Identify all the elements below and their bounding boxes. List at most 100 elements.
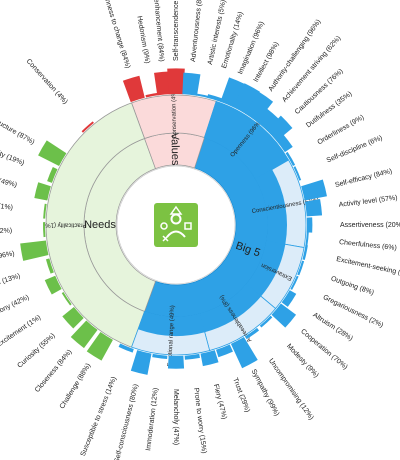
trait-bar[interactable]	[184, 353, 200, 360]
logo-figure-body-icon	[166, 230, 186, 238]
trait-bar[interactable]	[152, 353, 168, 359]
center-logo	[154, 203, 198, 247]
trait-label: Excitement-seeking (9%)	[336, 256, 400, 279]
trait-bar[interactable]	[34, 182, 51, 201]
trait-label: Harmony (42%)	[0, 294, 30, 322]
trait-bar[interactable]	[154, 71, 172, 96]
trait-label: Emotionality (14%)	[221, 11, 245, 69]
trait-label: Trust (29%)	[231, 377, 251, 413]
trait-bar[interactable]	[232, 83, 260, 115]
trait-bar[interactable]	[130, 350, 152, 375]
trait-bar[interactable]	[167, 68, 185, 95]
trait-bar[interactable]	[43, 203, 47, 219]
trait-label: Self-transcendence (95%)	[173, 0, 180, 61]
trait-bar[interactable]	[86, 332, 113, 361]
trait-label: Modesty (9%)	[285, 343, 320, 379]
trait-bar[interactable]	[305, 231, 309, 247]
trait-label: Closeness (84%)	[34, 349, 74, 394]
trait-bar[interactable]	[230, 337, 258, 369]
logo-triangle-icon	[169, 205, 183, 215]
trait-label: Self-consciousness (80%)	[114, 383, 140, 460]
trait-bar[interactable]	[244, 327, 260, 340]
trait-label: Sympathy (99%)	[250, 368, 280, 417]
logo-square-icon	[184, 222, 192, 230]
trait-bar[interactable]	[38, 140, 67, 166]
trait-label: Structure (87%)	[0, 116, 36, 147]
ring-fill-agreeableness	[199, 284, 262, 333]
trait-label: Curiosity (55%)	[16, 332, 56, 369]
trait-label: Self-discipline (6%)	[326, 135, 384, 165]
trait-label: Stability (19%)	[0, 144, 25, 167]
trait-label: Openness to change (84%)	[99, 0, 131, 69]
logo-x-icon	[162, 235, 169, 242]
trait-bar[interactable]	[276, 134, 293, 153]
trait-label: Self-enhancement (84%)	[151, 0, 165, 62]
trait-bar[interactable]	[271, 303, 297, 328]
trait-bar[interactable]	[200, 350, 219, 367]
trait-bar[interactable]	[256, 108, 280, 132]
trait-bar[interactable]	[281, 290, 297, 307]
trait-label: Fiery (47%)	[212, 383, 228, 420]
trait-label: Practicality (1%)	[0, 199, 13, 211]
logo-circle-icon	[160, 222, 168, 230]
trait-bar[interactable]	[167, 355, 185, 369]
trait-label: Excitement (1%)	[0, 314, 42, 349]
ring-segment-label: Conservation (4%)	[171, 89, 178, 139]
trait-bar[interactable]	[196, 93, 211, 99]
trait-label: Assertiveness (20%)	[340, 222, 400, 229]
trait-bar[interactable]	[216, 344, 233, 358]
trait-label: Ideal (13%)	[0, 273, 21, 291]
trait-bar[interactable]	[290, 275, 299, 290]
trait-label: Melancholy (47%)	[172, 389, 179, 445]
trait-label: Love (2%)	[0, 228, 12, 236]
ring-segment-practicality[interactable]	[45, 102, 146, 348]
trait-bar[interactable]	[47, 167, 58, 183]
trait-label: Outgoing (8%)	[330, 275, 375, 296]
logo-background	[154, 203, 198, 247]
ring-fill-extraversion	[246, 240, 286, 297]
trait-bar[interactable]	[207, 94, 223, 103]
trait-bar[interactable]	[62, 307, 84, 329]
ring-segment-label: Practicality (1%)	[43, 221, 86, 227]
trait-label: Orderliness (9%)	[316, 114, 365, 146]
trait-label: Self-expression (49%)	[0, 166, 18, 189]
trait-label: Immoderation (12%)	[145, 387, 160, 451]
group-label: Needs	[84, 219, 116, 231]
trait-bar[interactable]	[43, 222, 46, 238]
ring-fill-emotional_range	[138, 311, 205, 336]
trait-bar[interactable]	[302, 245, 308, 261]
trait-bar[interactable]	[20, 240, 49, 261]
group-label: Values	[168, 132, 181, 166]
trait-label: Susceptible to stress (14%)	[80, 376, 118, 458]
trait-bar[interactable]	[304, 199, 323, 217]
trait-label: Liberty (96%)	[0, 250, 15, 264]
trait-label: Altruism (28%)	[311, 312, 353, 343]
trait-bar[interactable]	[244, 91, 274, 123]
trait-label: Prone to worry (15%)	[192, 387, 207, 454]
trait-bar[interactable]	[285, 151, 296, 166]
trait-label: Self-efficacy (84%)	[334, 168, 393, 189]
trait-label: Challenge (88%)	[59, 362, 93, 410]
trait-label: Authority-challenging (96%)	[267, 18, 322, 92]
trait-bar[interactable]	[61, 292, 72, 306]
trait-bar[interactable]	[297, 260, 305, 276]
trait-bar[interactable]	[220, 77, 246, 108]
trait-label: Conservation (4%)	[25, 58, 69, 106]
trait-bar[interactable]	[122, 75, 145, 103]
trait-bar[interactable]	[145, 92, 161, 98]
ring-segment-label: Emotional range (49%)	[167, 305, 176, 367]
trait-bar[interactable]	[182, 72, 201, 96]
ring-fill-conscientiousness	[255, 169, 287, 245]
trait-bar[interactable]	[301, 179, 327, 201]
trait-bar[interactable]	[118, 343, 134, 353]
trait-bar[interactable]	[81, 121, 94, 133]
trait-label: Hedonism (9%)	[135, 15, 150, 64]
trait-bar[interactable]	[259, 315, 273, 328]
trait-bar[interactable]	[306, 217, 313, 233]
trait-bar[interactable]	[266, 115, 293, 142]
trait-bar[interactable]	[293, 166, 302, 181]
trait-bar[interactable]	[45, 258, 54, 274]
trait-bar[interactable]	[70, 320, 98, 349]
trait-bar[interactable]	[44, 275, 62, 295]
